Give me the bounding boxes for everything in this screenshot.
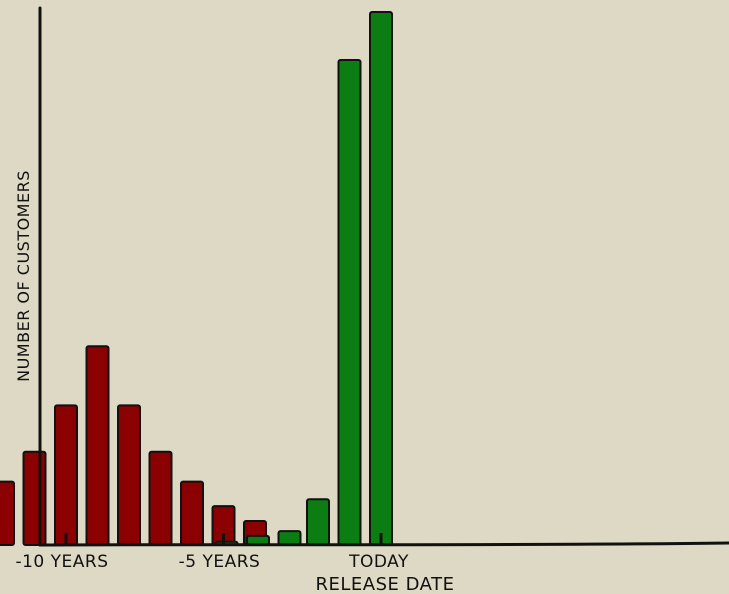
bars-layer <box>0 11 393 547</box>
x-tick-label: -5 YEARS <box>179 552 261 572</box>
x-axis-line <box>38 541 729 547</box>
bar-red--10 <box>54 404 78 546</box>
bar-red--9 <box>85 345 110 547</box>
bar-green--1 <box>337 59 362 546</box>
bar-red--8 <box>117 404 141 546</box>
bar-red--7 <box>148 450 173 547</box>
bar-green--3 <box>277 530 302 546</box>
bar-red--6 <box>180 480 204 547</box>
y-axis-line <box>38 6 42 547</box>
bar-red--12 <box>0 480 15 546</box>
bar-red--11 <box>22 450 47 547</box>
x-tick-label: -10 YEARS <box>15 552 108 572</box>
x-tick-label: TODAY <box>348 552 409 572</box>
bar-green--2 <box>306 498 330 547</box>
bar-green-0 <box>369 11 393 546</box>
x-axis-label: RELEASE DATE <box>316 574 455 594</box>
axes-layer <box>38 6 729 547</box>
y-axis-label: NUMBER OF CUSTOMERS <box>14 170 33 382</box>
